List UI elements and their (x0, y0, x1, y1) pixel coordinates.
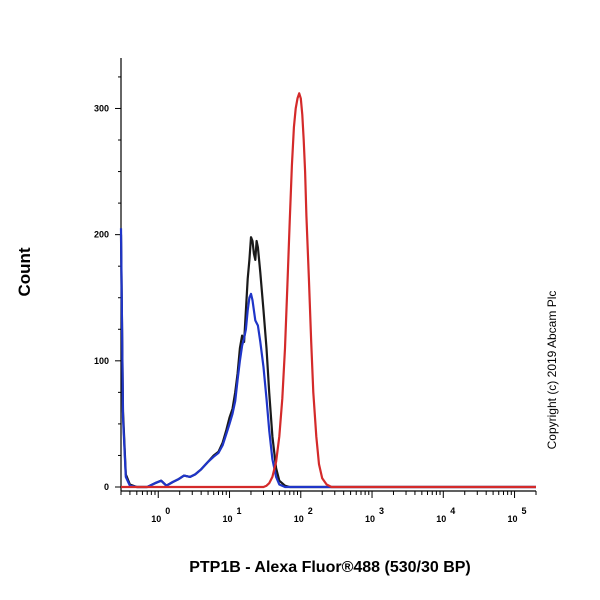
x-tick-base: 10 (294, 514, 304, 524)
x-tick-exponent: 3 (379, 506, 384, 516)
x-tick-exponent: 5 (522, 506, 527, 516)
y-tick-label: 0 (104, 482, 109, 492)
x-tick-label: 10 1 (223, 506, 242, 524)
x-tick-label: 10 2 (294, 506, 313, 524)
x-tick-label: 10 0 (151, 506, 170, 524)
x-tick-base: 10 (151, 514, 161, 524)
x-axis-ticks: 10 0 10 1 10 2 10 3 10 4 10 5 (120, 491, 537, 524)
histogram-series-2 (119, 228, 536, 489)
x-tick-exponent: 1 (237, 506, 242, 516)
y-tick-label: 200 (94, 230, 109, 240)
series-layer (119, 92, 536, 489)
plot-frame (120, 58, 536, 492)
x-tick-base: 10 (436, 514, 446, 524)
x-tick-label: 10 4 (436, 506, 455, 524)
copyright-annotation: Copyright (c) 2019 Abcam Plc (545, 291, 559, 450)
x-axis-title: PTP1B - Alexa Fluor®488 (530/30 BP) (189, 559, 471, 576)
x-tick-label: 10 5 (508, 506, 527, 524)
x-tick-exponent: 2 (308, 506, 313, 516)
y-axis-title: Count (15, 247, 34, 296)
histogram-series-3 (121, 92, 536, 489)
x-tick-exponent: 0 (165, 506, 170, 516)
histogram-series-1 (119, 234, 536, 489)
y-axis-ticks: 0 100 200 300 (94, 76, 121, 492)
x-tick-base: 10 (365, 514, 375, 524)
y-tick-label: 300 (94, 103, 109, 113)
x-tick-label: 10 3 (365, 506, 384, 524)
y-tick-label: 100 (94, 356, 109, 366)
x-tick-base: 10 (508, 514, 518, 524)
x-tick-exponent: 4 (450, 506, 455, 516)
x-tick-base: 10 (223, 514, 233, 524)
